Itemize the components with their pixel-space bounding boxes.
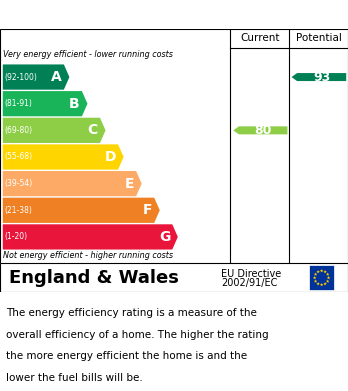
Text: (39-54): (39-54) bbox=[5, 179, 33, 188]
Text: England & Wales: England & Wales bbox=[9, 269, 179, 287]
Text: 93: 93 bbox=[313, 70, 330, 84]
Text: (69-80): (69-80) bbox=[5, 126, 33, 135]
Text: E: E bbox=[125, 177, 134, 191]
Text: the more energy efficient the home is and the: the more energy efficient the home is an… bbox=[6, 351, 247, 361]
Text: 2002/91/EC: 2002/91/EC bbox=[221, 278, 277, 288]
Text: D: D bbox=[104, 150, 116, 164]
Text: F: F bbox=[143, 203, 152, 217]
Text: The energy efficiency rating is a measure of the: The energy efficiency rating is a measur… bbox=[6, 308, 257, 318]
Polygon shape bbox=[326, 273, 330, 276]
Polygon shape bbox=[3, 171, 142, 196]
Polygon shape bbox=[3, 65, 69, 90]
Polygon shape bbox=[3, 144, 124, 170]
Polygon shape bbox=[320, 269, 323, 273]
Polygon shape bbox=[292, 73, 346, 81]
Text: Energy Efficiency Rating: Energy Efficiency Rating bbox=[9, 7, 230, 22]
Bar bbox=[309, 265, 334, 290]
Text: Current: Current bbox=[240, 33, 279, 43]
Polygon shape bbox=[3, 198, 160, 223]
Polygon shape bbox=[316, 270, 320, 273]
Polygon shape bbox=[327, 276, 330, 279]
Polygon shape bbox=[233, 126, 287, 135]
Text: overall efficiency of a home. The higher the rating: overall efficiency of a home. The higher… bbox=[6, 330, 269, 340]
Text: 80: 80 bbox=[254, 124, 272, 137]
Polygon shape bbox=[320, 283, 323, 286]
Polygon shape bbox=[3, 91, 87, 116]
Text: (55-68): (55-68) bbox=[5, 152, 33, 161]
Text: lower the fuel bills will be.: lower the fuel bills will be. bbox=[6, 373, 143, 383]
Text: C: C bbox=[88, 123, 98, 137]
Text: EU Directive: EU Directive bbox=[221, 269, 281, 279]
Text: (81-91): (81-91) bbox=[5, 99, 33, 108]
Polygon shape bbox=[323, 270, 327, 273]
Text: (1-20): (1-20) bbox=[5, 232, 28, 241]
Text: G: G bbox=[159, 230, 170, 244]
Polygon shape bbox=[314, 273, 317, 276]
Polygon shape bbox=[323, 282, 327, 285]
Polygon shape bbox=[326, 280, 330, 283]
Polygon shape bbox=[316, 282, 320, 285]
Polygon shape bbox=[3, 224, 178, 249]
Text: Not energy efficient - higher running costs: Not energy efficient - higher running co… bbox=[3, 251, 173, 260]
Text: A: A bbox=[51, 70, 62, 84]
Text: (92-100): (92-100) bbox=[5, 73, 38, 82]
Text: Potential: Potential bbox=[296, 33, 341, 43]
Polygon shape bbox=[313, 276, 316, 279]
Polygon shape bbox=[3, 118, 105, 143]
Text: Very energy efficient - lower running costs: Very energy efficient - lower running co… bbox=[3, 50, 173, 59]
Text: (21-38): (21-38) bbox=[5, 206, 33, 215]
Text: B: B bbox=[69, 97, 80, 111]
Polygon shape bbox=[314, 280, 317, 283]
